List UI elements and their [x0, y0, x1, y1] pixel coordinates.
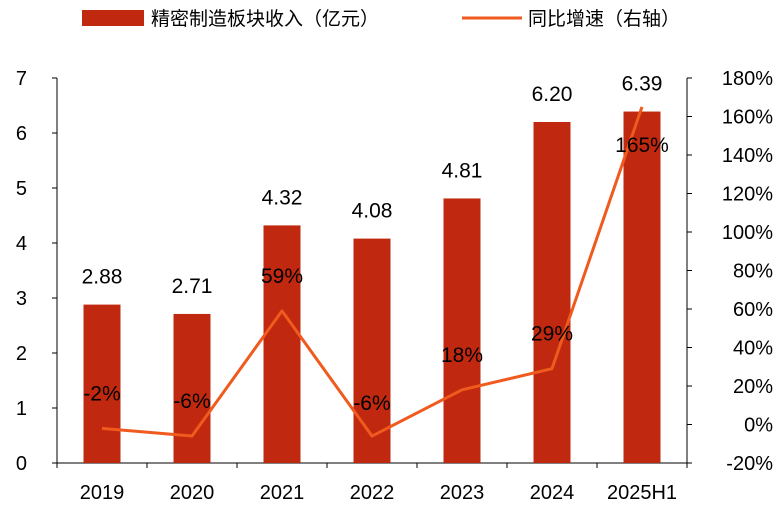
x-tick-label: 2019 [80, 482, 125, 504]
data-labels: 2.88 2.71 4.32 4.08 4.81 6.20 6.39 -2% -6% 59% -6%… [82, 73, 669, 415]
x-tick-label: 2022 [350, 482, 395, 504]
bar [83, 304, 121, 463]
growth-value-label: 18% [441, 344, 483, 367]
growth-value-label: 165% [615, 134, 669, 157]
growth-value-label: -2% [83, 382, 120, 405]
left-tick-label: 5 [16, 178, 27, 200]
x-tick-label: 2025H1 [607, 482, 677, 504]
right-tick-label: 140% [722, 145, 773, 167]
right-tick-label: -20% [726, 453, 773, 475]
left-tick-label: 1 [16, 398, 27, 420]
bar-value-label: 2.71 [172, 275, 213, 298]
right-tick-label: 80% [733, 261, 773, 283]
line-series [101, 106, 644, 438]
left-tick-label: 7 [16, 68, 27, 90]
legend-label-growth: 同比增速（右轴） [528, 8, 680, 30]
growth-value-label: -6% [353, 392, 390, 415]
bar [173, 313, 211, 463]
right-tick-label: 0% [744, 415, 773, 437]
bar-series [83, 111, 661, 464]
growth-value-label: -6% [173, 390, 210, 413]
bar-value-label: 4.08 [352, 200, 393, 223]
bar [533, 122, 571, 463]
axes: 0 1 2 3 4 5 6 7 -20% 0% 20% 40% 60% 80% 100% 120% 140% 16… [16, 68, 773, 504]
bar-value-label: 6.20 [532, 83, 573, 106]
growth-value-label: 29% [531, 323, 573, 346]
right-tick-label: 120% [722, 184, 773, 206]
x-tick-label: 2023 [440, 482, 485, 504]
bar [623, 111, 661, 464]
left-tick-label: 4 [16, 233, 27, 255]
x-tick-label: 2024 [530, 482, 575, 504]
x-tick-label: 2021 [260, 482, 305, 504]
bar-value-label: 2.88 [82, 266, 123, 289]
right-tick-label: 40% [733, 338, 773, 360]
legend: 精密制造板块收入（亿元） 同比增速（右轴） [82, 8, 680, 30]
right-tick-label: 20% [733, 376, 773, 398]
right-tick-label: 100% [722, 222, 773, 244]
left-tick-label: 6 [16, 123, 27, 145]
legend-swatch-revenue [82, 10, 144, 26]
x-tick-label: 2020 [170, 482, 215, 504]
bar [353, 238, 391, 463]
bar-value-label: 4.32 [262, 186, 303, 209]
bar [263, 225, 301, 463]
left-tick-label: 3 [16, 288, 27, 310]
bar-value-label: 6.39 [622, 73, 663, 96]
left-tick-label: 2 [16, 343, 27, 365]
growth-value-label: 59% [261, 265, 303, 288]
legend-label-revenue: 精密制造板块收入（亿元） [151, 8, 379, 30]
right-tick-label: 60% [733, 299, 773, 321]
right-tick-label: 160% [722, 107, 773, 129]
bar-value-label: 4.81 [442, 159, 483, 182]
bar [443, 198, 481, 463]
left-tick-label: 0 [16, 453, 27, 475]
right-tick-label: 180% [722, 68, 773, 90]
